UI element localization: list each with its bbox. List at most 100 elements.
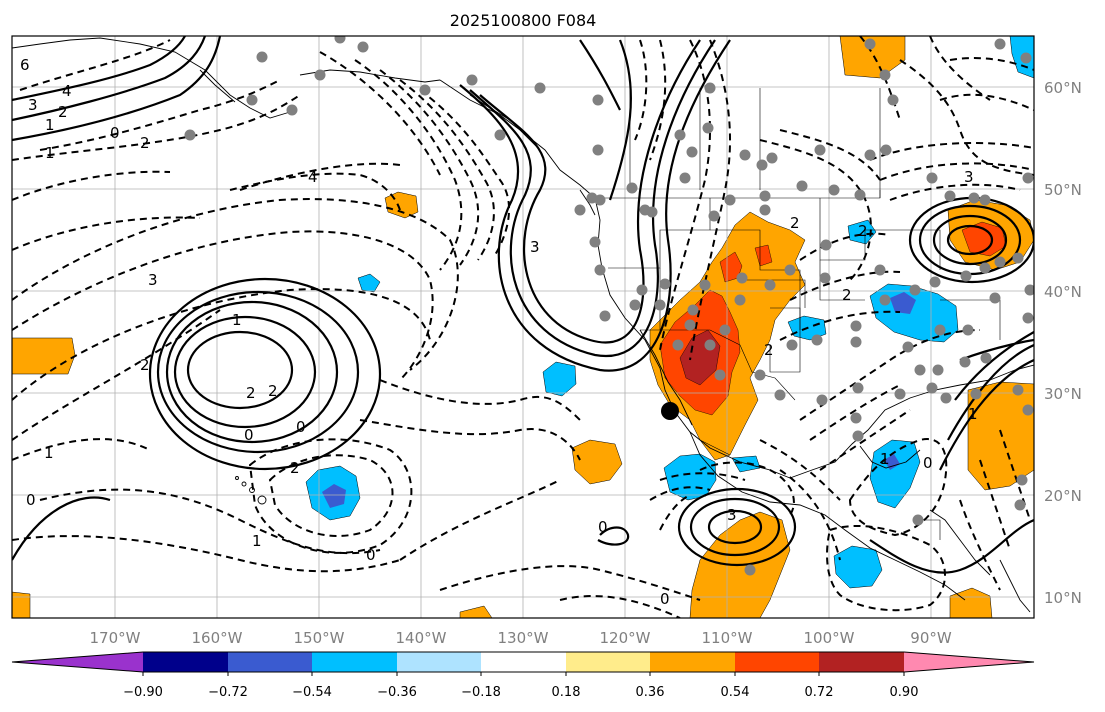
station-marker [1024,284,1034,296]
station-marker [754,369,766,381]
lon-label: 130°W [498,629,549,647]
contour-label: 2 [140,356,150,374]
contour-label: 2 [790,214,800,232]
contour-label: 4 [62,82,72,100]
lon-label: 100°W [804,629,855,647]
station-marker [744,564,756,576]
contour-label: 0 [110,124,120,142]
station-marker [724,194,736,206]
lon-label: 90°W [910,629,952,647]
station-marker [654,299,666,311]
contour-label: 3 [148,271,158,289]
colorbar-ticks [142,672,905,676]
station-marker [979,194,991,206]
station-marker [980,352,992,364]
lon-label: 140°W [396,629,447,647]
station-marker [708,210,720,222]
contour-label: 0 [26,491,36,509]
station-marker [774,389,786,401]
station-marker [994,256,1006,268]
station-marker [704,339,716,351]
station-marker [926,172,938,184]
lat-label: 50°N [1044,181,1082,199]
contour-label: 4 [308,168,318,186]
station-marker [357,41,369,53]
station-marker [592,94,604,106]
lat-label: 60°N [1044,79,1082,97]
station-marker [864,38,876,50]
contour-label: 0 [660,590,670,608]
station-marker [699,279,711,291]
colorbar-tick-label: −0.90 [123,685,163,700]
station-marker [912,514,924,526]
station-marker [494,129,506,141]
colorbar-tick-label: 0.36 [636,685,665,700]
station-marker [636,284,648,296]
colorbar-tick-label: −0.72 [208,685,248,700]
colorbar-segment [143,652,228,672]
station-marker [594,264,606,276]
station-marker [1012,384,1024,396]
lat-label: 30°N [1044,385,1082,403]
station-marker [934,324,946,336]
colorbar-segment [228,652,312,672]
station-markers [184,36,1034,576]
station-marker [850,336,862,348]
contour-label: 1 [880,450,890,468]
station-marker [784,264,796,276]
station-marker [466,74,478,86]
lon-label: 150°W [294,629,345,647]
station-marker [874,264,886,276]
station-marker [929,276,941,288]
station-marker [828,184,840,196]
station-marker [940,392,952,404]
colorbar-tick-label: 0.54 [721,685,750,700]
contour-label: 1 [44,444,54,462]
station-marker [850,320,862,332]
colorbar-tick-label: −0.36 [377,685,417,700]
station-marker [759,190,771,202]
station-marker [909,284,921,296]
hawaii [235,476,267,505]
contour-label: 1 [45,144,55,162]
station-marker [734,294,746,306]
colorbar-tick-label: 0.72 [805,685,834,700]
colorbar-segment [650,652,735,672]
station-marker [819,272,831,284]
station-marker [852,382,864,394]
station-marker [852,430,864,442]
station-marker [764,279,776,291]
station-marker [962,324,974,336]
lon-label: 110°W [702,629,753,647]
station-marker [914,364,926,376]
station-marker [820,239,832,251]
station-marker [926,382,938,394]
station-marker [864,149,876,161]
station-marker [704,82,716,94]
station-marker [679,172,691,184]
station-marker [687,304,699,316]
station-marker [887,94,899,106]
station-marker [719,324,731,336]
lat-label: 10°N [1044,589,1082,607]
station-marker [589,236,601,248]
colorbar-tick-label: −0.18 [461,685,501,700]
station-marker [959,356,971,368]
colorbar: −0.90 −0.72 −0.54 −0.36 −0.18 0.18 0.36 … [11,651,1035,700]
contour-label: 0 [923,454,933,472]
dashed-contours [12,36,1034,618]
station-marker [686,146,698,158]
station-marker [932,364,944,376]
station-marker [184,129,196,141]
station-marker [659,278,671,290]
contour-label: 2 [858,222,868,240]
station-marker [334,36,346,44]
contour-label: 0 [366,546,376,564]
colorbar-tick-label: 0.18 [552,685,581,700]
contour-label: 2 [764,341,774,359]
station-marker [970,388,982,400]
station-marker [599,310,611,322]
station-marker [766,152,778,164]
contour-label: 3 [964,168,974,186]
station-marker [646,206,658,218]
